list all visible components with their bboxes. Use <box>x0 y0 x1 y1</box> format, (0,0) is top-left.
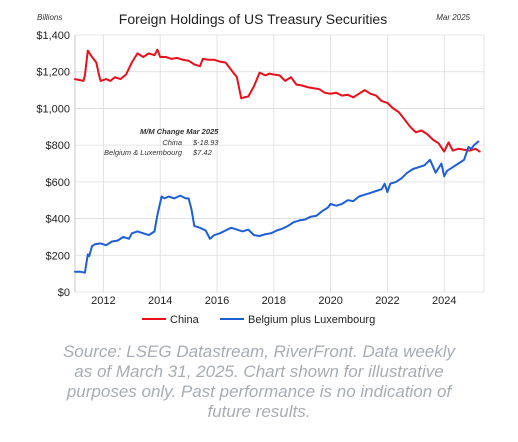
x-axis-ticks: 2012 2014 2016 2018 2020 2022 2024 <box>91 295 456 307</box>
treasury-holdings-chart: Foreign Holdings of US Treasury Securiti… <box>36 11 485 326</box>
x-tick-label: 2024 <box>432 295 456 307</box>
y-tick-label: $400 <box>46 214 70 226</box>
chart-title: Foreign Holdings of US Treasury Securiti… <box>119 11 387 27</box>
y-tick-label: $1,000 <box>36 103 70 115</box>
series-line-belgium <box>74 140 480 274</box>
mm-change-annotation: M/M Change Mar 2025 China $-18.93 Belgiu… <box>104 127 219 157</box>
y-tick-label: $200 <box>46 250 70 262</box>
y-tick-label: $1,200 <box>36 67 70 79</box>
source-line: purposes only. Past performance is no in… <box>66 382 452 401</box>
gridlines <box>74 34 485 293</box>
annotation-label-china: China <box>162 138 182 147</box>
series-lines <box>74 48 481 274</box>
annotation-label-belgium: Belgium & Luxembourg <box>104 148 183 157</box>
date-label: Mar 2025 <box>436 13 470 22</box>
y-tick-label: $800 <box>46 140 70 152</box>
annotation-title: M/M Change Mar 2025 <box>140 127 219 136</box>
x-tick-label: 2022 <box>375 295 399 307</box>
series-line-china <box>74 48 481 153</box>
annotation-value-china: $-18.93 <box>192 138 219 147</box>
x-tick-label: 2020 <box>318 295 342 307</box>
y-tick-label: $600 <box>46 177 70 189</box>
x-tick-label: 2014 <box>148 295 172 307</box>
y-tick-label: $1,400 <box>36 30 70 42</box>
y-tick-label: $0 <box>58 287 70 299</box>
y-axis-ticks: $0 $200 $400 $600 $800 $1,000 $1,200 $1,400 <box>36 30 70 299</box>
legend-label-china: China <box>170 314 200 326</box>
annotation-value-belgium: $7.42 <box>192 148 213 157</box>
x-tick-label: 2018 <box>262 295 286 307</box>
source-line: Source: LSEG Datastream, RiverFront. Dat… <box>62 342 456 361</box>
x-tick-label: 2016 <box>205 295 229 307</box>
source-line: future results. <box>207 402 311 421</box>
source-line: as of March 31, 2025. Chart shown for il… <box>74 362 444 381</box>
y-axis-unit-label: Billions <box>37 13 62 22</box>
source-note: Source: LSEG Datastream, RiverFront. Dat… <box>0 342 518 422</box>
legend: China Belgium plus Luxembourg <box>142 314 375 326</box>
x-tick-label: 2012 <box>91 295 115 307</box>
legend-label-belgium: Belgium plus Luxembourg <box>248 314 375 326</box>
